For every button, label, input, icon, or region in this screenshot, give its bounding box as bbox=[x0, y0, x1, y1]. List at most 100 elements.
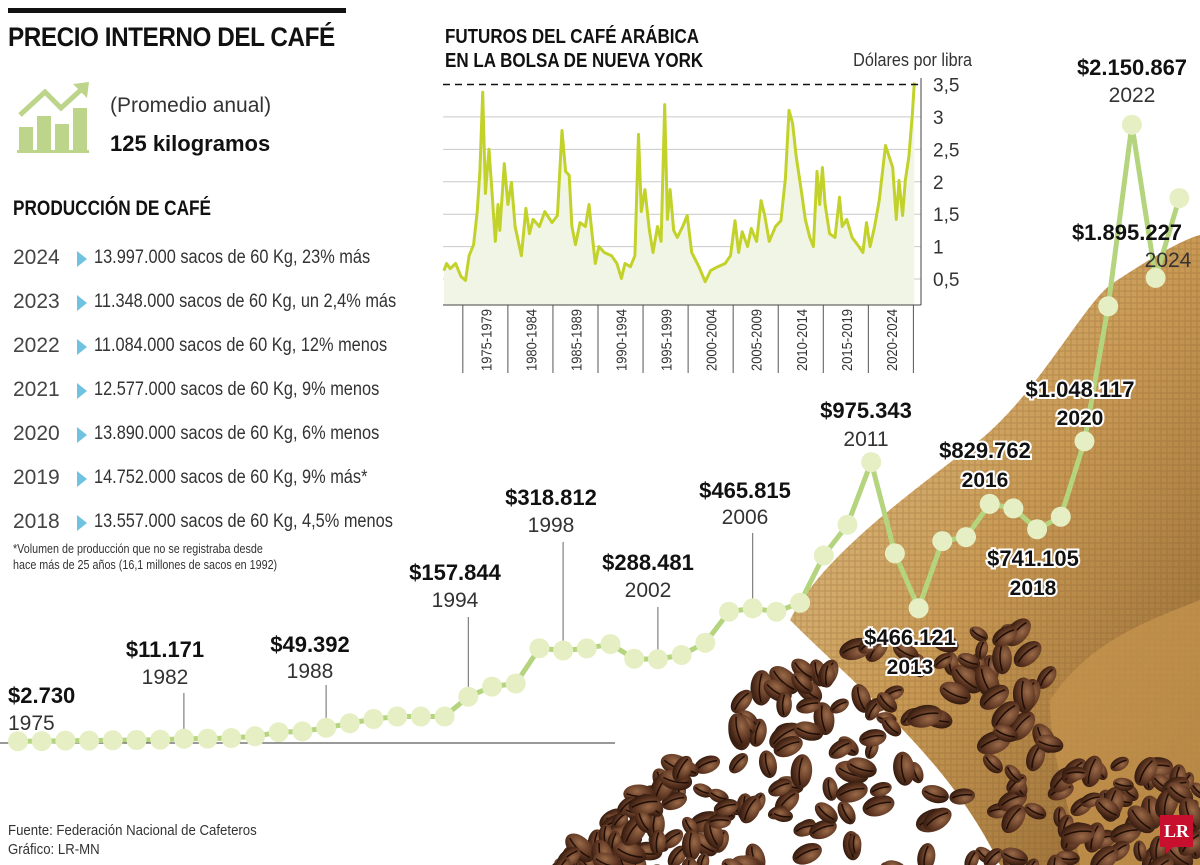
price-year-label: 1994 bbox=[432, 589, 479, 612]
coffee-bean bbox=[792, 842, 822, 865]
price-point-1999 bbox=[576, 638, 597, 659]
coffee-bean bbox=[1090, 845, 1119, 865]
coffee-bean bbox=[847, 833, 862, 855]
coffee-bean bbox=[1064, 766, 1087, 781]
coffee-bean bbox=[661, 792, 688, 811]
coffee-bean bbox=[1023, 858, 1040, 865]
price-point-2021 bbox=[1098, 296, 1119, 317]
price-value-label: $466.121 bbox=[864, 625, 956, 650]
coffee-bean bbox=[933, 653, 953, 669]
coffee-bean bbox=[1133, 840, 1147, 862]
coffee-bean bbox=[828, 738, 853, 759]
coffee-bean bbox=[1026, 743, 1046, 772]
price-point-1985 bbox=[245, 726, 265, 747]
x-category-label: 2020-2024 bbox=[884, 309, 901, 371]
arabica-y-unit: Dólares por libra bbox=[853, 50, 972, 70]
production-footnote: hace más de 25 años (16,1 millones de sa… bbox=[13, 558, 278, 572]
coffee-bean bbox=[771, 808, 793, 822]
coffee-bean bbox=[1081, 755, 1103, 788]
price-point-1994 bbox=[458, 686, 479, 707]
coffee-bean bbox=[859, 729, 887, 747]
coffee-bean bbox=[876, 692, 898, 713]
production-year: 2024 bbox=[13, 246, 60, 269]
coffee-bean bbox=[893, 751, 915, 786]
coffee-bean bbox=[730, 689, 753, 714]
production-year: 2019 bbox=[13, 466, 60, 489]
y-tick-label: 2 bbox=[933, 173, 944, 194]
x-category-label: 2000-2004 bbox=[704, 309, 721, 371]
coffee-bean bbox=[728, 713, 751, 747]
price-point-1980 bbox=[126, 730, 147, 750]
arrow-right-icon bbox=[77, 295, 87, 311]
price-year-label: 2013 bbox=[887, 656, 934, 679]
coffee-bean bbox=[776, 692, 792, 718]
price-point-2011 bbox=[861, 452, 882, 473]
coffee-bean bbox=[1060, 822, 1096, 845]
coffee-bean bbox=[979, 684, 1010, 710]
credit-note: Gráfico: LR-MN bbox=[8, 841, 100, 858]
arrow-right-icon bbox=[77, 471, 87, 487]
coffee-bean bbox=[708, 788, 729, 804]
production-text: 12.577.000 sacos de 60 Kg, 9% menos bbox=[94, 379, 380, 400]
title-rule bbox=[8, 8, 346, 13]
coffee-bean bbox=[634, 810, 653, 833]
production-year: 2023 bbox=[13, 290, 60, 313]
coffee-bean bbox=[1001, 847, 1028, 865]
coffee-bean bbox=[992, 642, 1012, 675]
price-point-2014 bbox=[932, 531, 953, 552]
average-value: 125 kilogramos bbox=[110, 131, 271, 156]
coffee-bean bbox=[814, 802, 838, 824]
coffee-bean bbox=[830, 698, 849, 714]
coffee-sack-photo bbox=[549, 235, 1200, 865]
coffee-bean bbox=[739, 795, 761, 824]
coffee-bean bbox=[1046, 854, 1066, 865]
price-year-label: 2022 bbox=[1109, 84, 1156, 107]
x-category-label: 1985-1989 bbox=[568, 309, 585, 371]
coffee-bean bbox=[957, 652, 981, 669]
coffee-bean bbox=[759, 750, 777, 779]
price-point-2003 bbox=[671, 645, 692, 665]
coffee-bean bbox=[773, 736, 803, 758]
coffee-bean bbox=[930, 631, 959, 653]
price-point-1993 bbox=[434, 706, 455, 727]
coffee-bean bbox=[694, 755, 721, 774]
coffee-bean bbox=[921, 784, 949, 804]
coffee-bean bbox=[1001, 804, 1026, 834]
arabica-chart-title: FUTUROS DEL CAFÉ ARÁBICA bbox=[445, 26, 700, 48]
price-point-1987 bbox=[292, 721, 313, 742]
coffee-bean bbox=[846, 757, 877, 778]
price-point-1975 bbox=[8, 731, 28, 752]
price-point-1998 bbox=[553, 640, 574, 661]
price-point-1988 bbox=[316, 717, 337, 738]
price-value-label: $157.844 bbox=[409, 560, 502, 585]
price-value-label: $2.150.867 bbox=[1077, 55, 1187, 80]
coffee-bean bbox=[1012, 677, 1036, 714]
x-category-label: 1995-1999 bbox=[659, 309, 676, 371]
coffee-beans-pile bbox=[549, 618, 1200, 865]
y-tick-label: 0,5 bbox=[933, 270, 959, 291]
internal-price-chart: $2.730 1975 $11.171 1982 $49.392 1988 $157.844… bbox=[0, 55, 1192, 752]
coffee-bean bbox=[939, 681, 971, 705]
price-point-1995 bbox=[482, 676, 502, 697]
coffee-bean bbox=[1035, 734, 1064, 753]
coffee-bean bbox=[1013, 641, 1042, 668]
price-point-1981 bbox=[150, 729, 171, 750]
price-point-1990 bbox=[363, 709, 384, 729]
production-year: 2022 bbox=[13, 334, 60, 357]
price-point-2002 bbox=[647, 649, 668, 670]
average-label: (Promedio anual) bbox=[110, 94, 272, 117]
price-point-2022 bbox=[1121, 114, 1142, 135]
growth-chart-icon bbox=[17, 82, 89, 153]
arrow-right-icon bbox=[77, 339, 87, 355]
price-point-1997 bbox=[529, 638, 550, 659]
arrow-right-icon bbox=[77, 383, 87, 399]
price-point-1984 bbox=[221, 728, 242, 748]
price-point-2012 bbox=[884, 543, 905, 564]
price-point-2024 bbox=[1169, 188, 1190, 209]
price-point-2020 bbox=[1074, 431, 1095, 452]
coffee-bean bbox=[1144, 855, 1174, 865]
price-point-2015 bbox=[956, 527, 976, 548]
arrow-right-icon bbox=[77, 515, 87, 531]
coffee-bean bbox=[1095, 797, 1121, 820]
price-year-label: 2006 bbox=[722, 506, 769, 529]
